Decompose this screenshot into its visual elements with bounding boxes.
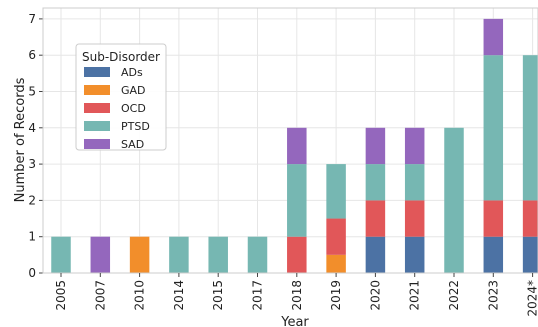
legend-swatch-sad bbox=[84, 139, 110, 149]
legend-items: ADs GAD OCD PTSD SAD bbox=[84, 66, 150, 151]
bar-segment-sad bbox=[483, 18, 504, 56]
bar-segment-gad bbox=[326, 254, 346, 273]
y-tick-label: 2 bbox=[28, 193, 36, 207]
bar-segment-ptsd bbox=[287, 164, 307, 237]
bar-segment-ptsd bbox=[483, 55, 504, 201]
y-tick-label: 3 bbox=[28, 157, 36, 171]
legend: Sub-Disorder ADs GAD OCD PTSD SAD bbox=[75, 43, 167, 151]
bars-layer bbox=[51, 18, 538, 273]
bar-segment-ocd bbox=[365, 200, 386, 237]
bar-segment-ptsd bbox=[169, 236, 189, 273]
legend-label-ocd: OCD bbox=[121, 102, 146, 115]
x-tick-label: 2022 bbox=[447, 280, 461, 311]
bar-segment-ads bbox=[522, 236, 538, 273]
y-tick-label: 6 bbox=[28, 48, 36, 62]
x-tick-label: 2007 bbox=[93, 280, 107, 311]
bar-segment-ptsd bbox=[247, 236, 268, 273]
x-tick-label: 2023 bbox=[486, 280, 500, 311]
legend-label-ptsd: PTSD bbox=[121, 120, 150, 133]
bar-segment-ptsd bbox=[51, 236, 71, 273]
bar-segment-sad bbox=[287, 127, 307, 165]
x-tick-label: 2018 bbox=[290, 280, 304, 311]
bar-segment-ptsd bbox=[522, 55, 538, 201]
ticks-layer: 0 1 2 3 4 5 6 7 2005 2007 2010 2014 2015 2017 2018 2019… bbox=[28, 12, 538, 317]
x-tick-label: 2021 bbox=[408, 280, 422, 311]
legend-label-ads: ADs bbox=[121, 66, 143, 79]
bar-segment-ptsd bbox=[208, 236, 228, 273]
bar-segment-ocd bbox=[287, 236, 307, 273]
x-tick-label: 2017 bbox=[251, 280, 265, 311]
x-tick-label: 2024* bbox=[526, 280, 538, 317]
bar-segment-ocd bbox=[522, 200, 538, 237]
bar-segment-ptsd bbox=[404, 164, 425, 201]
bar-segment-sad bbox=[365, 127, 386, 165]
bar-segment-ads bbox=[404, 236, 425, 273]
bar-segment-ocd bbox=[483, 200, 504, 237]
x-tick-label: 2005 bbox=[54, 280, 68, 311]
legend-swatch-ptsd bbox=[84, 121, 110, 131]
legend-label-sad: SAD bbox=[121, 138, 144, 151]
bar-segment-ocd bbox=[326, 218, 346, 255]
bar-segment-sad bbox=[404, 127, 425, 165]
y-tick-label: 7 bbox=[28, 12, 36, 26]
y-axis-label: Number of Records bbox=[13, 77, 28, 202]
y-tick-label: 5 bbox=[28, 84, 36, 98]
legend-title: Sub-Disorder bbox=[82, 50, 160, 64]
bar-segment-ptsd bbox=[365, 164, 386, 201]
x-axis-label: Year bbox=[280, 315, 309, 327]
y-tick-label: 4 bbox=[28, 121, 36, 135]
legend-swatch-ocd bbox=[84, 103, 110, 113]
x-tick-label: 2019 bbox=[329, 280, 343, 311]
legend-swatch-ads bbox=[84, 67, 110, 77]
legend-swatch-gad bbox=[84, 85, 110, 95]
bar-segment-ptsd bbox=[326, 164, 346, 219]
y-tick-label: 0 bbox=[28, 266, 36, 280]
bar-segment-sad bbox=[90, 236, 111, 273]
bar-segment-ptsd bbox=[444, 127, 464, 273]
x-tick-label: 2015 bbox=[211, 280, 225, 311]
bar-segment-ads bbox=[483, 236, 504, 273]
x-tick-label: 2010 bbox=[133, 280, 147, 311]
bar-segment-ocd bbox=[404, 200, 425, 237]
plot-frame bbox=[42, 7, 538, 274]
y-tick-label: 1 bbox=[28, 230, 36, 244]
bar-segment-ads bbox=[365, 236, 386, 273]
legend-label-gad: GAD bbox=[121, 84, 146, 97]
bar-segment-gad bbox=[129, 236, 150, 273]
x-tick-label: 2014 bbox=[172, 280, 186, 311]
x-tick-label: 2020 bbox=[368, 280, 382, 311]
